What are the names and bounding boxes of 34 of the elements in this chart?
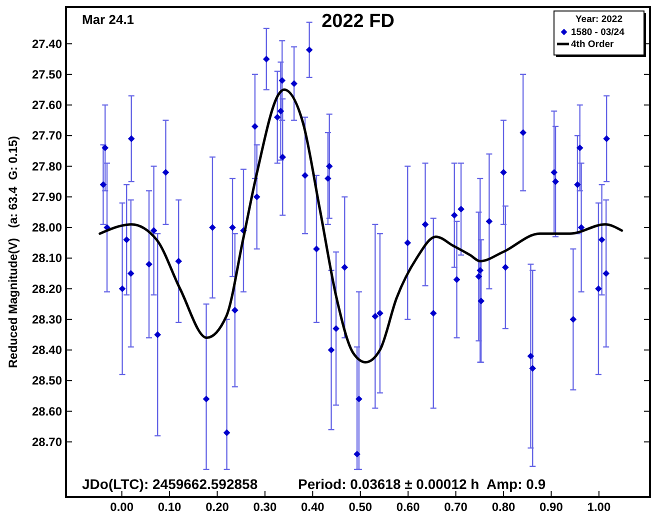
x-tick-label: 0.70 [444, 500, 468, 513]
y-tick-label: 28.10 [32, 251, 62, 266]
x-tick-label: 0.30 [253, 500, 277, 513]
y-axis-title: Reduced Magnitude(V) (a: 63.4 G: 0.15) [6, 136, 20, 368]
y-tick-label: 28.50 [32, 374, 62, 388]
x-tick-label: 0.90 [540, 500, 564, 513]
annotation: Mar 24.1 [82, 12, 134, 27]
x-tick-label: 0.20 [206, 500, 230, 513]
line-series [98, 88, 624, 364]
x-tick-label: 0.80 [492, 500, 516, 513]
y-tick-label: 27.50 [32, 67, 62, 82]
y-tick-label: 27.60 [32, 98, 62, 112]
annotation: Period: 0.03618 ± 0.00012 h Amp: 0.9 [298, 476, 546, 492]
x-tick-label: 0.10 [158, 500, 182, 513]
y-tick-label: 27.40 [32, 36, 62, 51]
chart-title: 2022 FD [322, 11, 394, 32]
x-tick-label: 0.00 [110, 500, 134, 513]
y-tick-label: 28.30 [32, 312, 62, 326]
y-tick-label: 28.40 [32, 343, 62, 357]
y-tick-label: 28.70 [32, 434, 62, 449]
x-tick-label: 0.40 [300, 500, 325, 513]
legend-label: 1580 - 03/24 [571, 27, 626, 38]
y-tick-label: 28.00 [32, 220, 62, 234]
y-tick-label: 28.20 [32, 282, 62, 296]
y-tick-label: 27.90 [32, 190, 62, 204]
y-tick-label: 27.80 [32, 159, 62, 174]
legend-label: 4th Order [571, 39, 614, 50]
y-tick-label: 28.60 [32, 404, 62, 418]
x-tick-label: 0.50 [348, 500, 372, 513]
x-tick-label: 1.00 [587, 500, 611, 513]
annotation: JDo(LTC): 2459662.592858 [82, 476, 258, 492]
y-tick-label: 27.70 [32, 128, 62, 143]
legend-title: Year: 2022 [575, 14, 623, 25]
x-tick-label: 0.60 [396, 500, 420, 513]
